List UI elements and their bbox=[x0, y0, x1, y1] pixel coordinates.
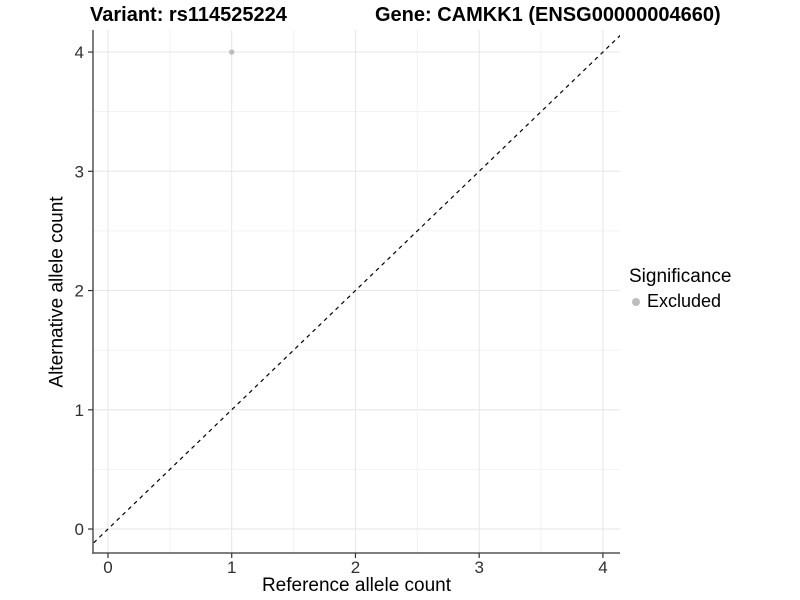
legend-entry-label: Excluded bbox=[647, 291, 722, 311]
circle-marker-icon bbox=[632, 297, 640, 306]
legend: Significance Excluded bbox=[629, 266, 731, 312]
y-tick-label: 4 bbox=[75, 43, 84, 62]
x-tick-label: 3 bbox=[474, 558, 483, 577]
plot-title-variant: Variant: rs114525224 bbox=[90, 4, 287, 26]
y-tick-label: 1 bbox=[75, 401, 84, 420]
x-axis-title: Reference allele count bbox=[261, 575, 452, 596]
y-tick-label: 2 bbox=[75, 282, 84, 301]
y-tick-label: 0 bbox=[75, 520, 84, 539]
x-tick-label: 4 bbox=[598, 558, 607, 577]
identity-dashed-line bbox=[93, 34, 620, 545]
legend-title: Significance bbox=[629, 266, 732, 287]
x-tick-label: 1 bbox=[227, 558, 236, 577]
x-tick-label: 2 bbox=[351, 558, 360, 577]
legend-entry-excluded: Excluded bbox=[632, 291, 731, 312]
plot-title-gene: Gene: CAMKK1 (ENSG00000004660) bbox=[375, 4, 721, 26]
data-point bbox=[229, 49, 235, 55]
y-tick-label: 3 bbox=[75, 162, 84, 181]
x-tick-label: 0 bbox=[103, 558, 112, 577]
